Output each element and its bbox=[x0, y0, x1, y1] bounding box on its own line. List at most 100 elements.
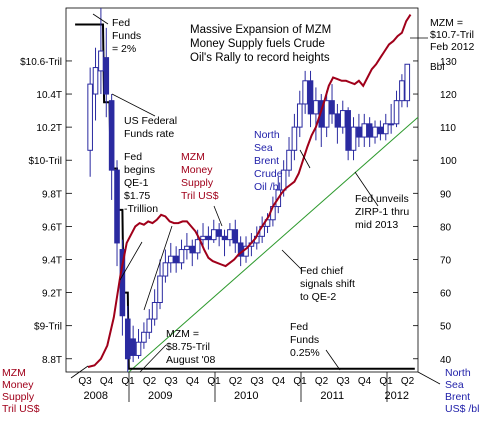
candle-58 bbox=[399, 74, 405, 108]
candle-47 bbox=[339, 100, 346, 134]
left-tick-label: 10.2T bbox=[36, 123, 62, 134]
left-tick-label: 9.2T bbox=[42, 289, 62, 300]
annotation-line: Brent bbox=[254, 155, 279, 167]
candle-body bbox=[377, 126, 384, 135]
left-tick-label: 9.6T bbox=[42, 222, 62, 233]
candle-9 bbox=[135, 328, 142, 359]
quarter-label: Q1 bbox=[379, 376, 393, 387]
quarter-label: Q1 bbox=[207, 376, 221, 387]
mzm-line-path bbox=[87, 14, 412, 368]
left-axis-ticks: 8.8T $9-Tril 9.2T 9.4T 9.6T 9.8T $10-Tril 10.2T… bbox=[20, 57, 72, 366]
candle-4 bbox=[108, 94, 115, 200]
candle-body bbox=[162, 262, 169, 277]
candle-45 bbox=[329, 84, 335, 124]
candle-body bbox=[388, 123, 394, 126]
candle-57 bbox=[393, 90, 400, 128]
pointer-line bbox=[417, 371, 441, 385]
candle-59 bbox=[404, 63, 411, 108]
quarter-label: Q3 bbox=[78, 376, 92, 387]
candle-body bbox=[361, 123, 368, 138]
annotation-line: MZM = bbox=[166, 328, 199, 340]
candle-body bbox=[318, 100, 325, 128]
title-line: Massive Expansion of MZM bbox=[190, 24, 331, 36]
candle-13 bbox=[157, 259, 163, 310]
candle-43 bbox=[318, 94, 325, 147]
quarter-label: Q4 bbox=[100, 376, 114, 387]
candle-23 bbox=[210, 219, 217, 243]
annotation-line: Money bbox=[2, 379, 34, 391]
year-label: 2012 bbox=[385, 390, 409, 402]
annotation-line: = 2% bbox=[112, 43, 136, 55]
candle-41 bbox=[307, 70, 314, 128]
candle-body bbox=[141, 331, 147, 343]
candle-body bbox=[135, 341, 142, 356]
quarter-label: Q2 bbox=[315, 376, 329, 387]
annotation-line: Fed unveils bbox=[355, 193, 409, 205]
candle-body bbox=[130, 338, 136, 356]
candle-body bbox=[216, 229, 222, 237]
candle-2 bbox=[98, 8, 104, 95]
year-label: 2008 bbox=[84, 390, 108, 402]
pointer-line bbox=[213, 205, 223, 227]
annotation-line: Money bbox=[181, 164, 213, 176]
x-axis: Q3 Q4 Q1 Q2 Q3 Q4 Q1 Q2 Q3 Q4 Q1 Q2 Q3 Q4 Q1 Q2 2008 2009… bbox=[78, 376, 414, 402]
annotation-line: Tril US$ bbox=[2, 403, 40, 415]
candle-body bbox=[221, 235, 228, 241]
candle-42 bbox=[313, 87, 319, 141]
candle-body bbox=[334, 113, 341, 128]
candle-body bbox=[157, 275, 163, 304]
annotation-line: $8.75-Tril bbox=[166, 341, 210, 353]
candle-body bbox=[323, 100, 330, 128]
mzm-line bbox=[87, 14, 412, 368]
candle-body bbox=[87, 83, 93, 151]
annotation-line: August '08 bbox=[166, 354, 215, 366]
candle-12 bbox=[151, 289, 158, 326]
annotation-line: begins bbox=[124, 164, 155, 176]
candle-body bbox=[307, 80, 314, 115]
candle-body bbox=[178, 249, 185, 264]
candle-body bbox=[200, 235, 206, 241]
right-tick-label: 60 bbox=[440, 289, 452, 300]
pointer-line bbox=[139, 344, 167, 373]
annotation-pointers bbox=[70, 13, 441, 385]
annotation-line: Crude bbox=[254, 168, 283, 180]
candle-1 bbox=[92, 47, 99, 121]
chart-title: Massive Expansion of MZM Money Supply fu… bbox=[190, 24, 331, 64]
annotation-line: -Trillion bbox=[124, 203, 158, 215]
right-tick-label: 90 bbox=[440, 189, 452, 200]
pointer-line bbox=[354, 171, 379, 207]
candle-39 bbox=[296, 90, 303, 138]
right-tick-label: 130 bbox=[440, 57, 457, 68]
candle-body bbox=[350, 126, 357, 151]
annotation-line: MZM = bbox=[430, 17, 463, 29]
annotation-line: Supply bbox=[181, 177, 214, 189]
candle-27 bbox=[232, 219, 239, 253]
candle-body bbox=[356, 126, 362, 138]
pointer-line bbox=[92, 13, 109, 25]
annotation-line: US$ /bl bbox=[445, 403, 479, 415]
quarter-label: Q1 bbox=[121, 376, 135, 387]
right-axis-ticks: 40 50 60 70 80 90 100 110 120 130 bbox=[413, 57, 457, 366]
pointer-line bbox=[325, 349, 341, 371]
annotation-line: Tril US$ bbox=[181, 190, 219, 202]
candle-38 bbox=[291, 113, 298, 161]
candle-7 bbox=[124, 305, 131, 372]
candle-8 bbox=[130, 325, 136, 363]
candle-body bbox=[227, 229, 233, 241]
candle-body bbox=[232, 229, 239, 244]
candle-body bbox=[184, 245, 190, 251]
candle-48 bbox=[345, 107, 351, 161]
candle-24 bbox=[216, 223, 222, 247]
title-line: Money Supply fuels Crude bbox=[190, 38, 325, 50]
candle-body bbox=[151, 302, 158, 320]
annotation-line: Feb 2012 bbox=[430, 41, 475, 53]
pointer-line bbox=[299, 149, 311, 169]
candle-40 bbox=[302, 70, 308, 114]
candle-body bbox=[237, 242, 244, 257]
annotation-line: Funds rate bbox=[124, 128, 174, 140]
